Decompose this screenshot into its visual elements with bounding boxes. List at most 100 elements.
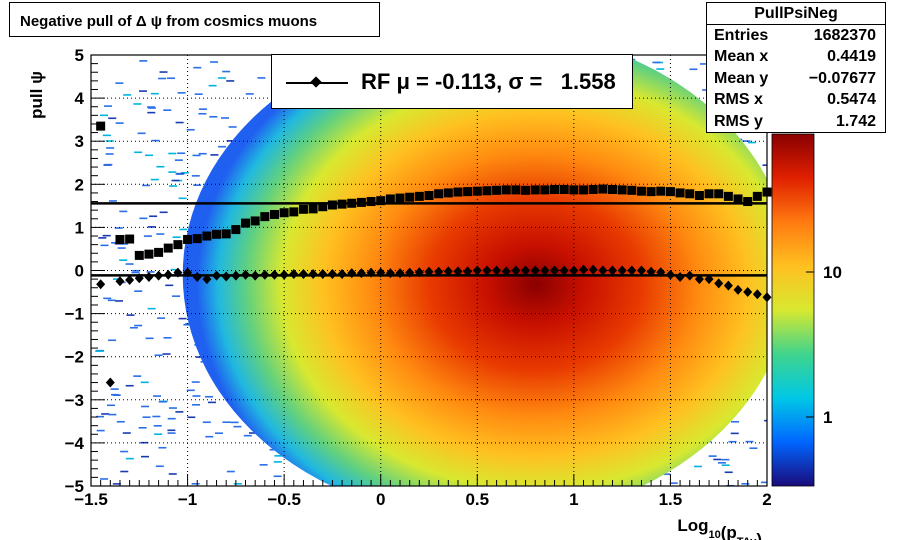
data-point-square [173,240,183,250]
heatmap-cell [132,269,141,272]
heatmap-cell [95,415,104,418]
x-axis-label-part: Log [677,516,708,535]
heatmap-cell [699,63,708,65]
data-point-diamond [202,274,212,285]
data-point-square [598,184,608,194]
heatmap-cell [187,416,196,419]
data-point-square [298,204,308,214]
data-point-square [482,186,492,196]
data-point-square [192,234,202,244]
heatmap-cell [168,473,177,475]
heatmap-cell [115,300,124,302]
data-point-square [115,234,125,244]
data-point-diamond [376,267,386,278]
data-point-diamond [241,269,251,280]
heatmap-cell [103,105,112,107]
y-tick-label: 4 [75,89,85,108]
data-point-square [289,207,299,217]
heatmap-cell [170,268,179,271]
heatmap-cell [104,163,113,166]
heatmap-cell [147,111,156,114]
heatmap-cell [749,447,758,449]
heatmap-cell [125,457,134,460]
stats-label: RMS y [714,112,763,130]
heatmap-cell [116,420,125,423]
data-point-diamond [356,268,366,279]
heatmap-cell [191,482,200,485]
heatmap-cell [125,263,134,265]
data-point-diamond [183,267,193,278]
y-tick-label: 3 [75,132,84,151]
data-point-square [665,187,675,197]
heatmap-cell [105,153,114,155]
heatmap-cell [150,92,159,95]
heatmap-cell [652,61,661,64]
heatmap-cell [151,139,160,142]
heatmap-cell [259,464,268,466]
data-point-diamond [173,267,183,278]
heatmap-cell [110,393,119,396]
heatmap-cell [142,184,151,187]
data-point-diamond [125,274,135,285]
legend-text: RF μ = -0.113, σ = 1.558 [361,69,616,94]
heatmap-cell [192,154,201,157]
data-point-diamond [598,265,608,276]
heatmap-cell [106,147,115,149]
heatmap-cell [192,404,201,406]
legend-box: RF μ = -0.113, σ = 1.558 [271,54,633,109]
data-point-square [685,189,695,199]
heatmap-cell [159,211,168,214]
heatmap-cell [172,236,181,238]
y-tick-label: 2 [75,175,84,194]
data-point-diamond [337,268,347,279]
heatmap-cell [153,395,162,397]
data-point-square [395,193,405,203]
heatmap-cell [179,228,188,231]
heatmap-cell [193,184,202,186]
heatmap-cell [147,106,156,108]
data-point-square [550,184,560,194]
data-point-diamond [298,268,308,279]
heatmap-cell [149,215,158,218]
heatmap-cell [108,200,117,202]
data-point-square [463,187,473,197]
heatmap-cell [106,404,115,407]
heatmap-cell [745,440,754,443]
heatmap-cell [662,473,671,475]
data-point-square [241,218,251,228]
y-tick-label: 0 [75,262,84,281]
heatmap-cell [721,458,730,461]
heatmap-cell [154,354,163,357]
heatmap-cell [105,140,114,142]
stats-row-mean-y: Mean y −0.07677 [707,68,885,89]
heatmap-cell [178,317,187,320]
data-point-square [646,187,656,197]
data-point-square [279,208,289,218]
data-point-square [472,186,482,196]
data-point-diamond [617,265,627,276]
heatmap-cell [143,235,152,237]
data-point-square [743,197,753,207]
heatmap-cell [114,227,123,229]
data-point-square [453,187,463,197]
x-tick-label: 0 [376,490,385,509]
heatmap-cell [158,77,167,80]
heatmap-cell [157,317,166,319]
data-point-diamond [434,266,444,277]
heatmap-cell [158,400,167,403]
heatmap-cell [169,185,178,187]
heatmap-cell [133,103,142,105]
heatmap-cell [101,413,110,415]
heatmap-cell [175,411,184,413]
heatmap-cell [119,259,128,261]
heatmap-cell [167,77,176,80]
data-point-diamond [501,266,511,277]
heatmap-cell [137,132,146,135]
heatmap-cell [724,471,733,474]
heatmap-cell [245,93,254,95]
data-point-square [540,185,550,195]
data-point-square [134,250,144,260]
heatmap-cell [747,141,756,144]
data-point-diamond [665,269,675,280]
heatmap-cell [129,326,138,329]
